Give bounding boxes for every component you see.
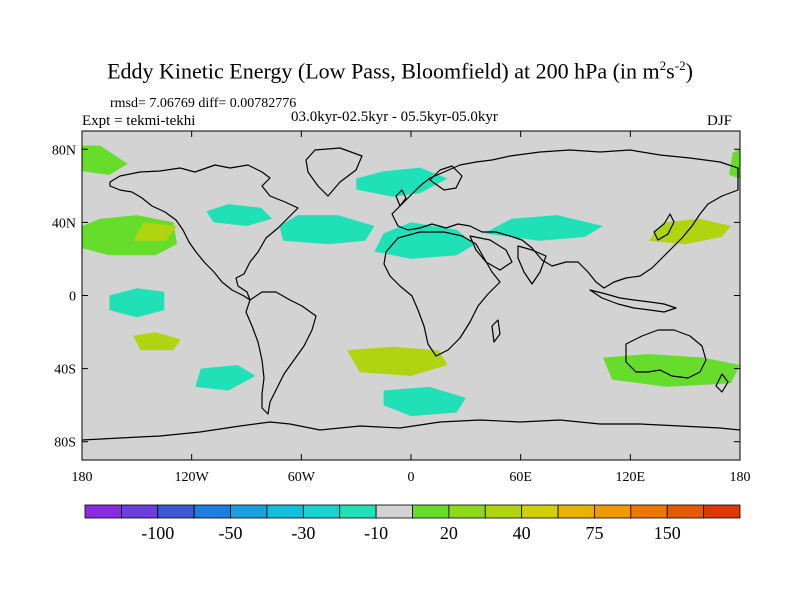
colorbar-label: -100 (141, 523, 174, 543)
anomaly-australia-positive (602, 354, 740, 387)
colorbar-swatch (557, 504, 595, 519)
colorbar-swatch (666, 504, 705, 519)
colorbar: -100 -50 -30 -10 20 40 75 150 (84, 504, 741, 543)
colorbar-swatch (302, 504, 341, 519)
x-tick-label: 0 (408, 470, 415, 485)
anomaly-southern-ocean-negative (383, 386, 466, 417)
colorbar-swatch (521, 504, 559, 519)
anomaly-north-africa-negative (374, 222, 475, 259)
colorbar-swatch (594, 504, 632, 519)
coastline-south-america (245, 291, 317, 415)
coastline-india (517, 245, 547, 285)
colorbar-swatch (630, 504, 668, 519)
coastline-new-zealand (715, 373, 729, 393)
anomaly-north-atlantic-negative (279, 215, 375, 245)
coastline-se-asia (589, 289, 677, 313)
x-tick-label: 60W (288, 470, 316, 485)
colorbar-swatch (703, 504, 741, 519)
anomaly-greenland-negative (356, 167, 448, 197)
anomaly-arctic-positive-west (82, 145, 128, 175)
chart-title: Eddy Kinetic Energy (Low Pass, Bloomfiel… (107, 58, 693, 84)
season-label: DJF (707, 113, 733, 129)
colorbar-swatch (448, 504, 486, 519)
coastlines (82, 147, 740, 441)
coastline-eurasia (391, 149, 739, 289)
colorbar-label: 20 (440, 523, 458, 543)
anomaly-layer (82, 145, 740, 417)
colorbar-swatch (84, 504, 122, 519)
y-tick-label: 40S (54, 363, 76, 378)
y-tick-label: 80S (54, 436, 76, 451)
anomaly-south-atlantic-positive (347, 346, 448, 376)
colorbar-label: -10 (364, 523, 388, 543)
colorbar-swatch (120, 504, 159, 519)
coastline-australia (625, 329, 707, 379)
anomaly-asia-negative (484, 215, 603, 241)
anomaly-southeast-pacific-negative (195, 365, 256, 391)
coastline-uk (395, 189, 407, 207)
colorbar-swatch (230, 504, 268, 519)
coastline-madagascar (491, 319, 501, 343)
colorbar-swatch (484, 504, 523, 519)
coastline-greenland (305, 147, 363, 197)
coastline-japan (653, 213, 675, 241)
y-tick-label: 80N (52, 143, 76, 158)
anomaly-equatorial-pacific-negative (109, 288, 165, 318)
colorbar-swatch (157, 504, 195, 519)
colorbar-label: -30 (291, 523, 315, 543)
coastline-arabia (469, 235, 513, 271)
anomaly-japan-positive (648, 218, 731, 245)
coastline-north-america (109, 164, 299, 301)
coastline-africa (383, 231, 501, 357)
y-tick-label: 40N (52, 216, 76, 231)
colorbar-swatch (266, 504, 304, 519)
anomaly-arctic-positive-east (729, 149, 740, 179)
colorbar-swatch (193, 504, 231, 519)
coastline-scandinavia (429, 165, 463, 191)
colorbar-swatch (375, 504, 413, 519)
colorbar-label: 40 (513, 523, 531, 543)
colorbar-swatch (339, 504, 377, 519)
experiment-label: Expt = tekmi-tekhi (82, 113, 196, 129)
anomaly-north-pacific-core (133, 222, 177, 241)
x-tick-label: 180 (730, 470, 751, 485)
colorbar-swatch (412, 504, 450, 519)
x-tick-label: 60E (509, 470, 532, 485)
colorbar-label: -50 (219, 523, 243, 543)
x-tick-label: 120E (616, 470, 646, 485)
x-tick-label: 120W (175, 470, 210, 485)
period-label: 03.0kyr-02.5kyr - 05.5kyr-05.0kyr (291, 109, 498, 125)
colorbar-label: 75 (585, 523, 603, 543)
coastline-antarctica (82, 419, 740, 441)
anomaly-south-pacific-positive (133, 332, 181, 351)
stats-line: rmsd= 7.06769 diff= 0.00782776 (110, 96, 297, 111)
axes: 180 120W 60W 0 60E 120E 180 80N 40N 0 40S 80S (52, 131, 751, 485)
y-tick-label: 0 (69, 290, 76, 305)
x-tick-label: 180 (72, 470, 93, 485)
colorbar-label: 150 (654, 523, 681, 543)
anomaly-north-america-negative (206, 204, 273, 226)
